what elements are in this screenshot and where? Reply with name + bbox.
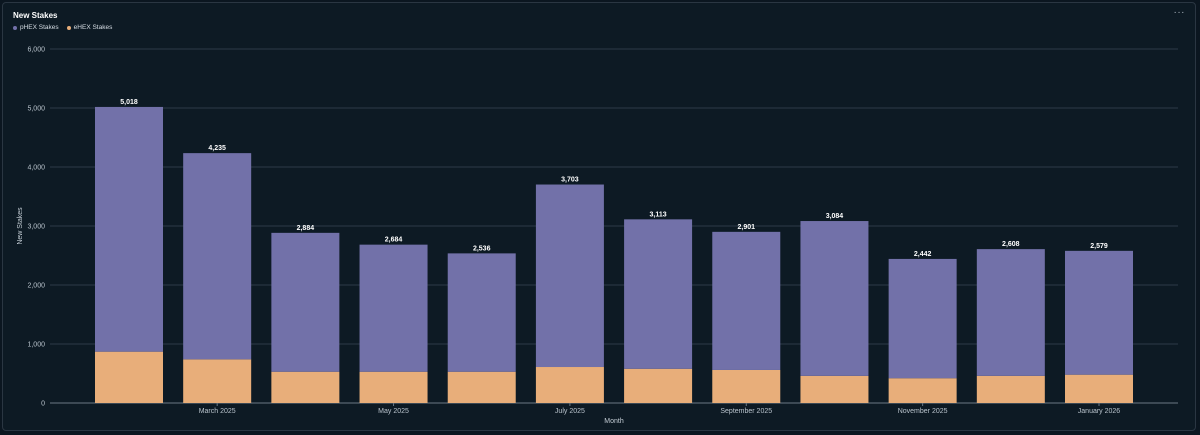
- bar-segment-phex: [1065, 250, 1133, 375]
- bar-segment-phex: [535, 184, 604, 368]
- legend: pHEX Stakes eHEX Stakes: [13, 24, 112, 31]
- bar-segment-ehex: [447, 371, 516, 403]
- bar-total-label: 2,442: [914, 251, 932, 258]
- legend-label-phex: pHEX Stakes: [20, 24, 59, 31]
- bar-segment-ehex: [359, 371, 428, 403]
- y-tick-label: 4,000: [27, 165, 45, 172]
- bar-segment-ehex: [800, 375, 869, 403]
- x-tick-label: March 2025: [199, 408, 236, 415]
- x-tick-label: November 2025: [898, 408, 948, 415]
- bar-segment-ehex: [712, 369, 781, 403]
- bar-total-label: 2,684: [385, 237, 403, 244]
- bar-segment-ehex: [976, 375, 1045, 403]
- bar-segment-phex: [800, 221, 869, 376]
- legend-label-ehex: eHEX Stakes: [73, 24, 113, 31]
- bar-segment-phex: [271, 232, 340, 372]
- y-tick-label: 1,000: [27, 342, 45, 349]
- legend-item-phex[interactable]: pHEX Stakes: [13, 24, 59, 31]
- bar-segment-ehex: [535, 367, 604, 403]
- bar-total-label: 5,018: [120, 99, 138, 106]
- bar-segment-ehex: [95, 351, 163, 403]
- bar-segment-ehex: [271, 371, 340, 403]
- bar-segment-ehex: [888, 378, 957, 403]
- y-tick-label: 3,000: [27, 224, 45, 231]
- bar-segment-phex: [976, 249, 1045, 376]
- y-tick-label: 5,000: [27, 106, 45, 113]
- bar-segment-phex: [712, 231, 781, 370]
- bar-segment-ehex: [1065, 374, 1133, 403]
- bar-total-label: 4,235: [208, 145, 226, 152]
- x-tick-label: September 2025: [720, 408, 772, 415]
- bar-total-label: 3,113: [650, 211, 667, 218]
- panel-title: New Stakes: [13, 11, 58, 20]
- y-tick-label: 6,000: [27, 47, 45, 54]
- legend-item-ehex[interactable]: eHEX Stakes: [66, 24, 113, 31]
- bar-total-label: 3,084: [826, 213, 844, 220]
- panel-menu-button[interactable]: ···: [1173, 7, 1185, 18]
- bar-segment-phex: [95, 106, 163, 352]
- bar-segment-phex: [888, 258, 957, 379]
- bar-total-label: 2,536: [473, 245, 491, 252]
- bar-segment-phex: [359, 244, 428, 372]
- x-tick-label: July 2025: [555, 408, 585, 415]
- bar-total-label: 2,608: [1002, 241, 1020, 248]
- legend-swatch-phex: [13, 25, 17, 30]
- bar-segment-phex: [447, 253, 516, 372]
- x-tick-label: May 2025: [378, 408, 409, 415]
- bar-total-label: 3,703: [561, 177, 579, 184]
- x-axis-title: Month: [604, 418, 624, 425]
- y-tick-label: 2,000: [27, 283, 45, 290]
- y-axis-title: New Stakes: [17, 207, 24, 245]
- bar-segment-phex: [183, 153, 252, 360]
- bar-segment-ehex: [183, 359, 252, 403]
- x-tick-label: January 2026: [1078, 408, 1121, 415]
- bar-total-label: 2,884: [297, 225, 315, 232]
- y-tick-label: 0: [41, 401, 45, 408]
- bar-total-label: 2,579: [1090, 243, 1108, 250]
- legend-swatch-ehex: [66, 25, 71, 30]
- bar-segment-phex: [624, 219, 693, 369]
- bar-segment-ehex: [624, 368, 693, 403]
- bar-total-label: 2,901: [738, 224, 756, 231]
